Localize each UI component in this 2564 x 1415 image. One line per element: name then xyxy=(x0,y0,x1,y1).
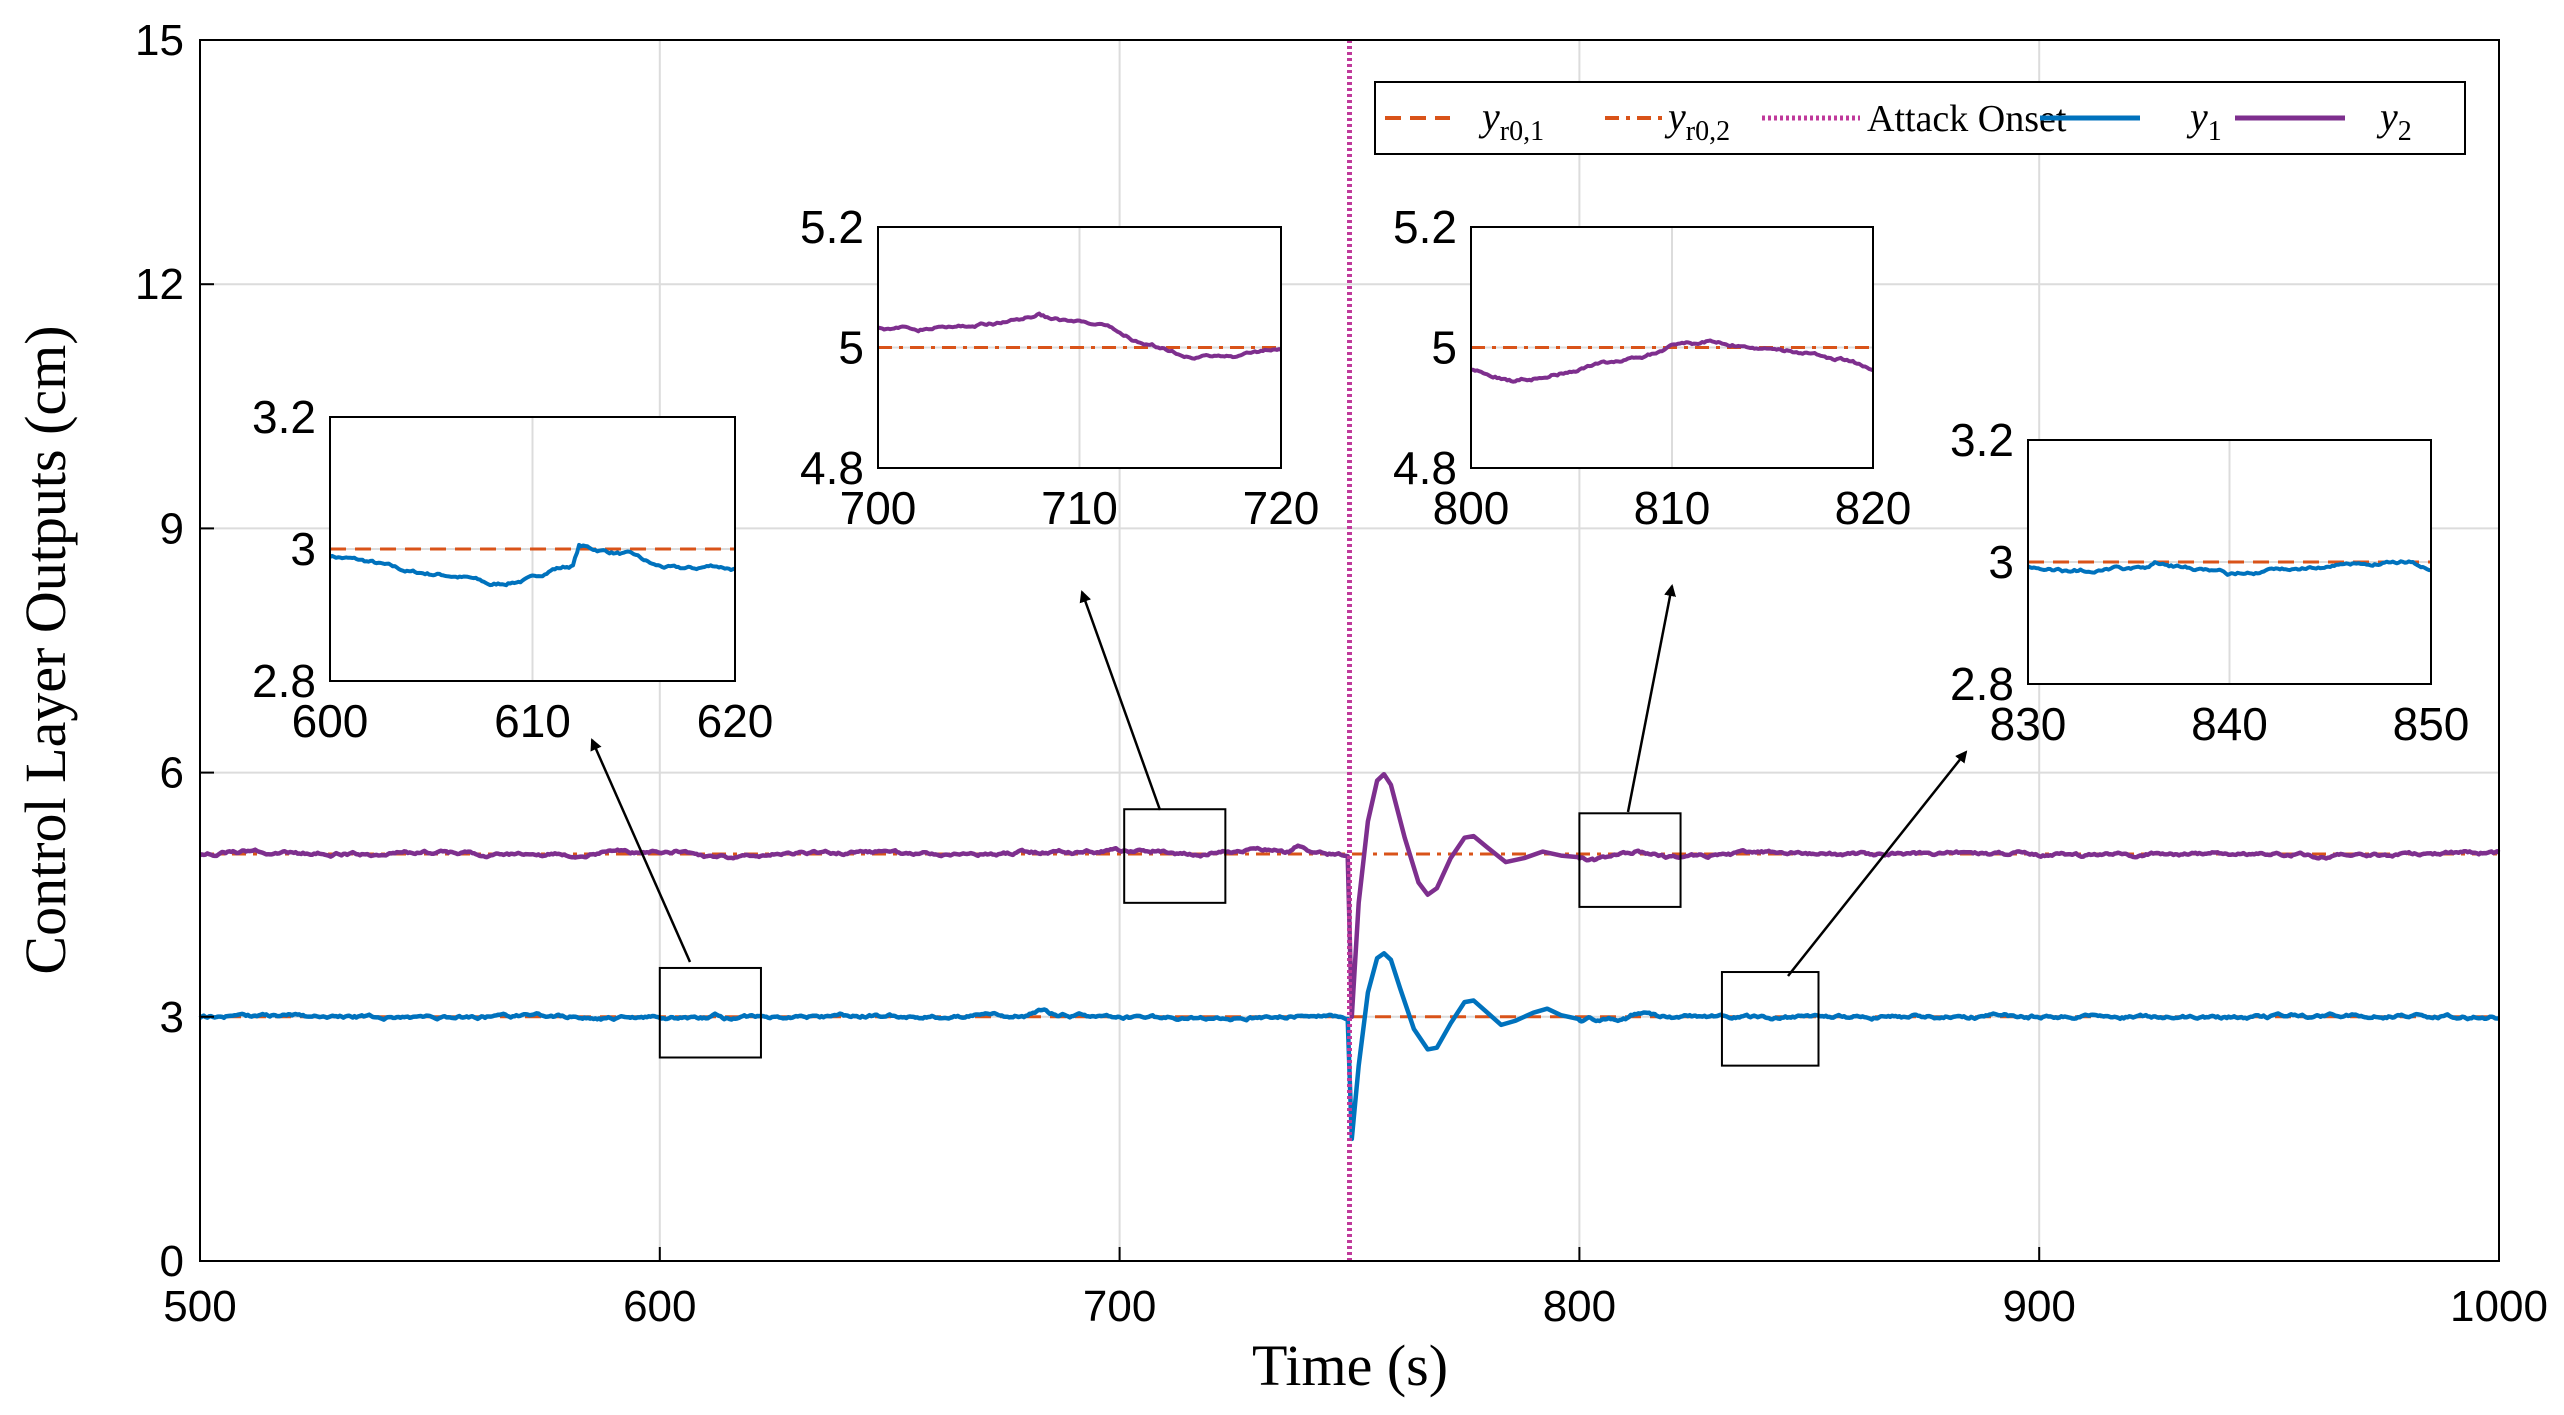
inset-d-x-tick-label: 850 xyxy=(2393,698,2470,750)
zoom-arrow-inset-d xyxy=(1787,750,1968,977)
inset-c-y-tick-label: 5 xyxy=(1431,322,1457,374)
axis-ticks: 500 600 700 800 900 1000 0 3 6 9 12 15 xyxy=(135,16,2548,1331)
inset-c-x-tick-label: 820 xyxy=(1835,482,1912,534)
zoom-boxes xyxy=(590,584,1968,1067)
inset-c-series-line xyxy=(1470,338,1874,384)
zoom-box-inset-c xyxy=(1578,812,1682,908)
inset-b-x-tick-label: 700 xyxy=(840,482,917,534)
inset-b-y-tick-label: 5.2 xyxy=(800,201,864,253)
x-tick-label: 900 xyxy=(2002,1282,2075,1331)
insets: 600 610 620 2.8 3 3.2 700 710 720 4.8 5 5.2 800 810 82… xyxy=(252,201,2469,750)
inset-a-x-tick-label: 610 xyxy=(494,695,571,747)
inset-a-x-tick-label: 620 xyxy=(697,695,774,747)
inset-b-x-tick-label: 710 xyxy=(1041,482,1118,534)
x-tick-label: 500 xyxy=(163,1282,236,1331)
inset-b-y-tick-label: 4.8 xyxy=(800,442,864,494)
y-tick-label: 9 xyxy=(160,504,184,553)
inset-c-y-tick-label: 4.8 xyxy=(1393,442,1457,494)
inset-b-y-tick-label: 5 xyxy=(838,322,864,374)
inset-d-x-tick-label: 840 xyxy=(2191,698,2268,750)
inset-c: 800 810 820 4.8 5 5.2 xyxy=(1393,201,1911,534)
inset-c-y-tick-label: 5.2 xyxy=(1393,201,1457,253)
inset-a-y-tick-label: 2.8 xyxy=(252,655,316,707)
inset-a-y-tick-label: 3.2 xyxy=(252,391,316,443)
zoom-arrow-inset-b xyxy=(1079,590,1162,811)
inset-a: 600 610 620 2.8 3 3.2 xyxy=(252,391,773,747)
inset-a-x-tick-label: 600 xyxy=(292,695,369,747)
legend-label-attack-onset: Attack Onset xyxy=(1867,98,2067,140)
x-tick-label: 800 xyxy=(1543,1282,1616,1331)
legend-label-yr02: yr0,2 xyxy=(1664,94,1730,147)
inset-a-y-tick-label: 3 xyxy=(290,523,316,575)
y-tick-label: 12 xyxy=(135,260,184,309)
inset-a-frame xyxy=(329,416,736,682)
inset-b-frame xyxy=(877,226,1282,469)
inset-b-series-line xyxy=(877,311,1282,361)
legend-label-yr01: yr0,1 xyxy=(1478,94,1544,147)
x-tick-label: 600 xyxy=(623,1282,696,1331)
inset-c-frame xyxy=(1470,226,1874,469)
inset-d-y-tick-label: 3 xyxy=(1988,536,2014,588)
series-line-y-2 xyxy=(199,771,2501,1020)
inset-c-x-tick-label: 800 xyxy=(1433,482,1510,534)
inset-d-y-tick-label: 2.8 xyxy=(1950,658,2014,710)
y-axis-title: Control Layer Outputs (cm) xyxy=(13,325,78,974)
legend-label-y1: y1 xyxy=(2186,94,2222,147)
inset-d-y-tick-label: 3.2 xyxy=(1950,414,2014,466)
zoom-box-inset-a xyxy=(658,966,762,1059)
inset-d-series-line xyxy=(2027,559,2431,577)
y-tick-label: 3 xyxy=(160,993,184,1042)
inset-c-x-tick-label: 810 xyxy=(1634,482,1711,534)
y-tick-label: 15 xyxy=(135,16,184,65)
zoom-box-inset-b xyxy=(1123,808,1227,904)
inset-b-x-tick-label: 720 xyxy=(1243,482,1320,534)
y-tick-label: 6 xyxy=(160,749,184,798)
legend: yr0,1 yr0,2 Attack Onset y1 y2 xyxy=(1374,81,2466,155)
zoom-arrow-inset-a xyxy=(590,738,692,963)
main-series-layer xyxy=(198,40,2501,1261)
plot-frame xyxy=(199,39,2500,1262)
inset-d-x-tick-label: 830 xyxy=(1990,698,2067,750)
x-axis-title: Time (s) xyxy=(1252,1333,1448,1398)
inset-b: 700 710 720 4.8 5 5.2 xyxy=(800,201,1319,534)
inset-d: 830 840 850 2.8 3 3.2 xyxy=(1950,414,2469,750)
y-tick-label: 0 xyxy=(160,1237,184,1286)
series-line-y-1 xyxy=(198,951,2500,1142)
zoom-box-inset-d xyxy=(1720,971,1820,1067)
inset-d-frame xyxy=(2027,439,2432,685)
x-tick-label: 700 xyxy=(1083,1282,1156,1331)
x-tick-label: 1000 xyxy=(2450,1282,2548,1331)
inset-a-series-line xyxy=(329,542,736,588)
zoom-arrow-inset-c xyxy=(1626,584,1676,813)
legend-label-y2: y2 xyxy=(2376,94,2412,147)
